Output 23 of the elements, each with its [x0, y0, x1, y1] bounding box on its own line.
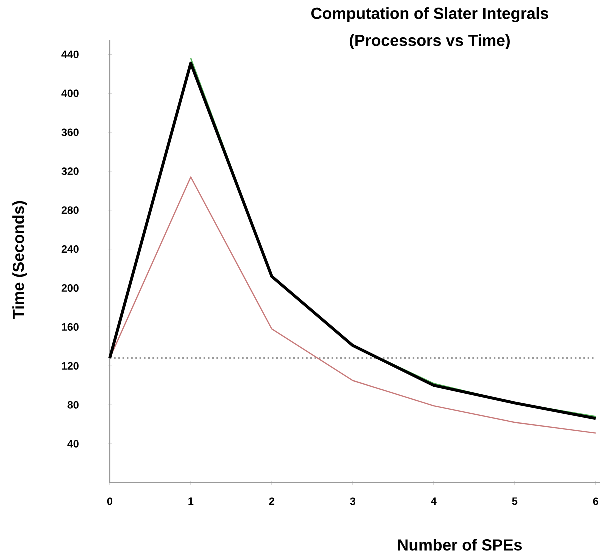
x-tick-label: 3 [350, 498, 356, 506]
y-tick-label: 320 [62, 168, 79, 176]
y-axis-title: Time (Seconds) [12, 201, 28, 320]
y-tick-label: 120 [62, 362, 79, 370]
x-tick-label: 4 [431, 498, 437, 506]
x-tick-label: 5 [512, 498, 518, 506]
y-tick-label: 40 [68, 440, 79, 448]
chart-subtitle: (Processors vs Time) [350, 34, 510, 50]
x-axis-title: Number of SPEs [398, 539, 522, 551]
y-tick-label: 160 [62, 323, 79, 331]
y-tick-label: 360 [62, 128, 79, 136]
line-series [108, 62, 598, 420]
y-tick-label: 240 [62, 246, 79, 254]
y-tick-label: 440 [62, 50, 79, 58]
x-tick-label: 2 [269, 498, 275, 506]
chart-title: Computation of Slater Integrals [312, 8, 548, 22]
y-tick-label: 400 [62, 90, 79, 98]
y-tick-label: 80 [68, 401, 79, 409]
x-tick-label: 6 [593, 498, 599, 506]
x-tick-label: 0 [107, 498, 113, 506]
x-tick-label: 1 [188, 498, 194, 506]
y-tick-label: 200 [62, 284, 79, 292]
y-tick-label: 280 [62, 206, 79, 214]
